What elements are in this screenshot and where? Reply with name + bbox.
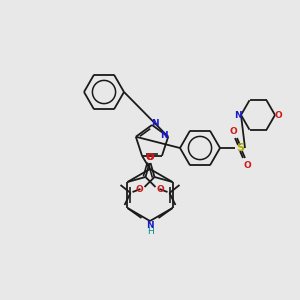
Text: H: H [147,226,153,236]
Text: O: O [157,185,164,194]
Text: O: O [274,110,282,119]
Text: O: O [243,160,251,169]
Text: N: N [146,220,154,230]
Text: O: O [147,152,154,161]
Text: O: O [229,127,237,136]
Text: N: N [151,118,159,127]
Text: O: O [136,185,143,194]
Text: N: N [234,110,242,119]
Text: O: O [146,152,153,161]
Text: S: S [236,143,244,153]
Text: N: N [160,131,168,140]
